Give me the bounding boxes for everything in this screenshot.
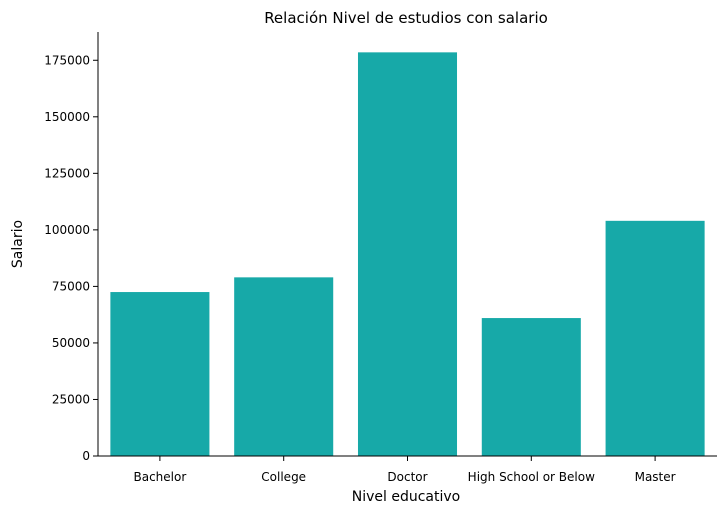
bar-bachelor [110, 292, 210, 456]
plot-area: 0 25000 50000 75000 100000 125000 150000 175000… [44, 32, 717, 484]
x-tick-label: Master [635, 470, 676, 484]
bar-high-school-or-below [481, 318, 581, 456]
y-tick-label: 25000 [52, 392, 90, 406]
y-tick-label: 150000 [44, 110, 90, 124]
y-tick-label: 75000 [52, 279, 90, 293]
y-tick-label: 175000 [44, 53, 90, 67]
x-axis-label: Nivel educativo [352, 489, 460, 505]
x-tick-label: Bachelor [134, 470, 187, 484]
bar-doctor [357, 52, 458, 456]
y-tick-label: 0 [82, 449, 90, 463]
y-tick-label: 100000 [44, 223, 90, 237]
chart-title: Relación Nivel de estudios con salario [264, 9, 548, 27]
x-tick-label: High School or Below [468, 470, 595, 484]
y-tick-label: 50000 [52, 336, 90, 350]
y-tick-label: 125000 [44, 166, 90, 180]
bar-master [605, 220, 705, 456]
x-tick-label: College [261, 470, 306, 484]
y-axis-label: Salario [10, 220, 26, 268]
bar-college [234, 277, 334, 456]
x-tick-label: Doctor [387, 470, 427, 484]
